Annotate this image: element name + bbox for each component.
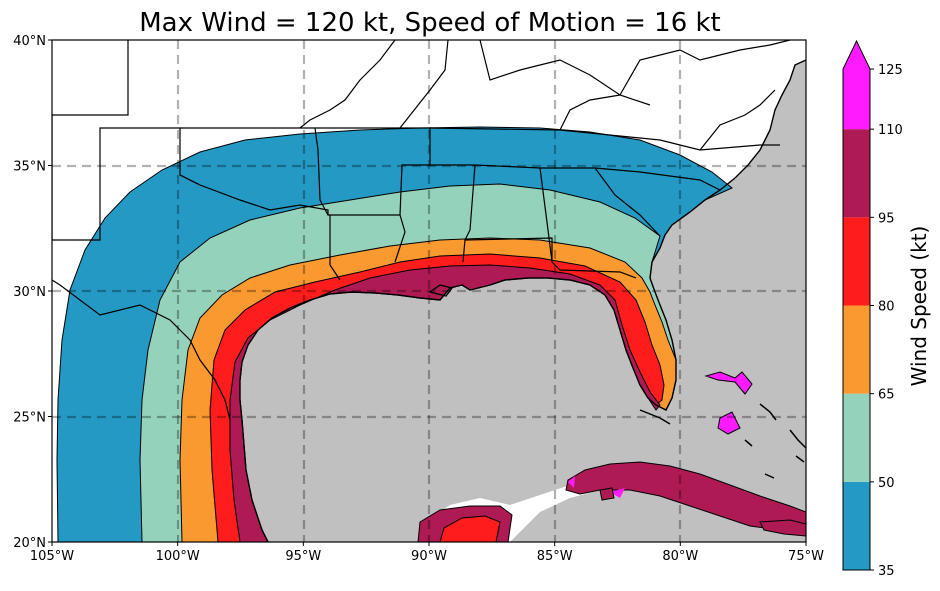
x-tick-label: 85°W bbox=[537, 549, 573, 564]
x-tick-label: 105°W bbox=[30, 549, 74, 564]
colorbar-bin bbox=[843, 305, 870, 394]
bahamas-islands bbox=[744, 403, 806, 479]
colorbar-tick-label: 110 bbox=[878, 123, 903, 138]
y-tick-label: 25°N bbox=[13, 411, 46, 426]
caribbean-sea bbox=[510, 490, 806, 542]
colorbar-label: Wind Speed (kt) bbox=[907, 226, 931, 387]
gridlines bbox=[52, 40, 806, 542]
x-tick-label: 95°W bbox=[285, 549, 321, 564]
y-axis: 20°N 25°N 30°N 35°N 40°N bbox=[13, 34, 52, 551]
y-tick-label: 20°N bbox=[13, 536, 46, 551]
bahamas-swath-110 bbox=[704, 371, 753, 435]
coastlines bbox=[239, 59, 806, 542]
atlantic-ocean bbox=[650, 60, 806, 420]
y-tick-label: 40°N bbox=[13, 34, 46, 49]
colorbar-ticks: 35 50 65 80 95 110 125 bbox=[870, 63, 903, 579]
yucatan-swath-80 bbox=[439, 515, 501, 542]
political-borders bbox=[52, 40, 791, 421]
map-area bbox=[52, 40, 806, 542]
colorbar-tick-label: 80 bbox=[878, 300, 895, 315]
x-tick-label: 100°W bbox=[156, 549, 200, 564]
gulf-of-mexico bbox=[240, 278, 806, 542]
x-axis: 105°W 100°W 95°W 90°W 85°W 80°W 75°W bbox=[30, 542, 824, 564]
x-tick-label: 90°W bbox=[411, 549, 447, 564]
colorbar-bin bbox=[843, 41, 870, 130]
colorbar-bin bbox=[843, 393, 870, 482]
jamaica-swath bbox=[599, 487, 615, 501]
colorbar bbox=[842, 39, 871, 571]
colorbar-tick-label: 65 bbox=[878, 388, 895, 403]
colorbar-outline bbox=[842, 39, 871, 571]
x-tick-label: 75°W bbox=[788, 549, 824, 564]
y-tick-label: 30°N bbox=[13, 285, 46, 300]
cuba-swath-110 bbox=[568, 476, 625, 498]
x-tick-label: 80°W bbox=[662, 549, 698, 564]
hispaniola-swath bbox=[759, 519, 806, 537]
y-tick-label: 35°N bbox=[13, 160, 46, 175]
chart-title: Max Wind = 120 kt, Speed of Motion = 16 … bbox=[139, 8, 721, 38]
colorbar-bin bbox=[843, 217, 870, 306]
colorbar-tick-label: 125 bbox=[878, 63, 903, 78]
colorbar-tick-label: 95 bbox=[878, 211, 895, 226]
colorbar-bin bbox=[843, 129, 870, 218]
colorbar-tick-label: 35 bbox=[878, 564, 895, 579]
colorbar-bin bbox=[843, 481, 870, 570]
colorbar-tick-label: 50 bbox=[878, 476, 895, 491]
